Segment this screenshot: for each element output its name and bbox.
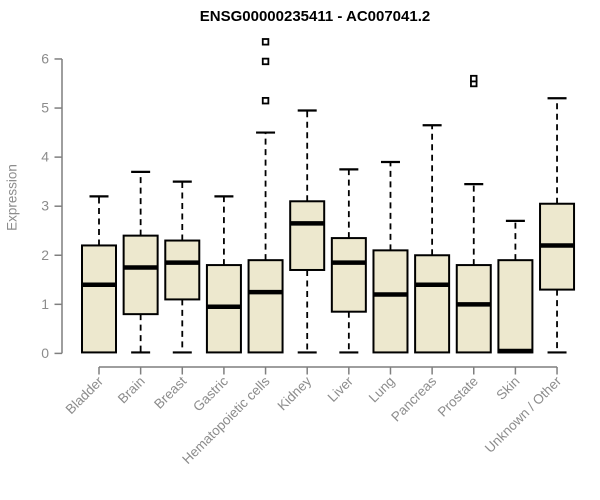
x-tick-label: Skin xyxy=(493,374,522,403)
x-tick-label: Liver xyxy=(325,373,357,405)
x-tick-label: Prostate xyxy=(435,374,481,420)
x-tick-label: Breast xyxy=(151,373,189,411)
outlier-point xyxy=(261,38,270,46)
chart-title: ENSG00000235411 - AC007041.2 xyxy=(199,8,431,25)
box-pancreas xyxy=(414,254,451,354)
x-tick-label: Lung xyxy=(366,374,398,406)
y-tick-label: 0 xyxy=(41,345,49,361)
box-hematopoietic-cells xyxy=(247,259,284,354)
box-lung xyxy=(372,249,409,354)
x-tick-label: Gastric xyxy=(190,373,231,414)
outlier-point xyxy=(470,74,478,83)
x-tick-label: Pancreas xyxy=(388,373,439,424)
outlier-point xyxy=(261,96,270,105)
box-skin xyxy=(497,259,534,354)
y-tick-label: 1 xyxy=(41,296,49,312)
box-kidney xyxy=(289,200,326,271)
x-tick-label: Brain xyxy=(115,374,148,407)
y-tick-label: 6 xyxy=(41,50,49,66)
box-bladder xyxy=(81,244,117,354)
x-tick-label: Bladder xyxy=(63,373,107,417)
x-tick-label: Unknown / Other xyxy=(482,373,565,456)
y-tick-label: 3 xyxy=(41,198,49,214)
box-breast xyxy=(164,239,201,301)
outlier-point xyxy=(261,57,270,66)
y-tick-label: 2 xyxy=(41,247,49,263)
x-tick-label: Kidney xyxy=(275,373,315,413)
box-liver xyxy=(330,237,367,313)
y-tick-label: 4 xyxy=(41,149,49,165)
box-brain xyxy=(122,234,159,316)
box-prostate xyxy=(455,264,492,354)
y-tick-label: 5 xyxy=(41,100,49,116)
